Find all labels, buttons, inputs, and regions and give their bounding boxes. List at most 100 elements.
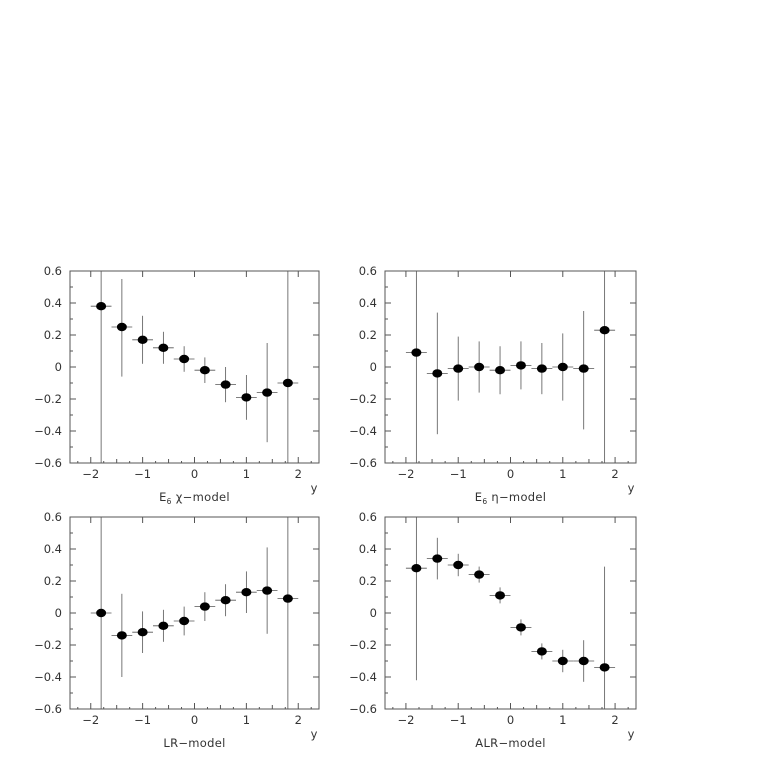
x-axis-label: y — [311, 727, 318, 741]
data-point — [96, 608, 107, 618]
caption-main: E — [159, 490, 167, 504]
x-tick-label: −2 — [397, 467, 414, 481]
data-point — [557, 656, 568, 666]
panel-caption: LR−model — [163, 736, 225, 750]
plot-frame — [384, 270, 637, 464]
panel-caption: E6 χ−model — [159, 490, 230, 506]
y-tick-label: 0.6 — [44, 264, 62, 278]
y-tick-label: −0.2 — [34, 392, 62, 406]
data-point — [262, 586, 273, 595]
x-tick-label: 0 — [191, 713, 198, 727]
data-point — [116, 631, 127, 640]
x-tick-label: 2 — [295, 467, 302, 481]
panel-lr-model: 0.6 0.4 0.2 0 −0.2 −0.4 −0.6 −2 −1 0 1 2y LR−model — [34, 510, 320, 750]
y-tick-label: −0.4 — [349, 424, 377, 438]
y-tick-label: 0.4 — [359, 296, 377, 310]
caption-rest: −model — [499, 490, 546, 504]
x-tick-label: 2 — [611, 467, 618, 481]
data-point — [137, 628, 148, 637]
data-point — [220, 380, 231, 389]
caption-main: E — [475, 490, 483, 504]
x-tick-label: 1 — [559, 713, 566, 727]
x-tick-label: 0 — [191, 467, 198, 481]
x-tick-label: 2 — [611, 713, 618, 727]
data-point — [137, 335, 148, 344]
caption-symbol: χ — [176, 490, 183, 504]
y-tick-label: 0.4 — [44, 542, 62, 556]
data-point — [578, 656, 589, 666]
data-point — [262, 388, 273, 397]
data-point — [220, 596, 231, 605]
y-tick-label: −0.2 — [349, 638, 377, 652]
x-tick-label: −1 — [450, 713, 467, 727]
data-point — [282, 594, 293, 603]
data-point — [432, 554, 443, 563]
data-point — [599, 663, 610, 672]
x-tick-label: 0 — [507, 713, 514, 727]
x-tick-label: −2 — [397, 713, 414, 727]
x-tick-label: 1 — [243, 713, 250, 727]
data-point — [116, 322, 127, 332]
plot-frame — [69, 270, 320, 464]
y-tick-label: 0.6 — [359, 510, 377, 524]
data-point — [495, 591, 506, 600]
x-tick-label: 2 — [295, 713, 302, 727]
data-point — [96, 302, 107, 311]
y-tick-label: −0.6 — [349, 702, 377, 716]
y-tick-label: 0.4 — [44, 296, 62, 310]
y-tick-label: −0.4 — [349, 670, 377, 684]
x-tick-label: −1 — [134, 713, 151, 727]
y-tick-label: 0 — [370, 606, 377, 620]
panel-alr-model: 0.6 0.4 0.2 0 −0.2 −0.4 −0.6 −2 −1 0 1 2y ALR−model — [349, 510, 637, 750]
x-tick-label: −2 — [82, 467, 99, 481]
data-point — [495, 366, 506, 375]
y-tick-label: −0.2 — [34, 638, 62, 652]
data-point — [432, 369, 443, 378]
panel-caption: E6 η−model — [475, 490, 547, 506]
y-tick-label: 0.2 — [359, 574, 377, 588]
data-point — [557, 362, 568, 372]
data-point — [241, 588, 252, 597]
data-point — [515, 361, 526, 370]
panel-eta-model: 0.6 0.4 0.2 0 −0.2 −0.4 −0.6 −2 −1 0 1 2y E6 η−model — [349, 264, 637, 506]
data-point — [282, 378, 293, 388]
data-point — [158, 343, 169, 352]
data-point — [411, 564, 422, 573]
data-point — [536, 364, 547, 373]
y-tick-label: −0.2 — [349, 392, 377, 406]
data-point — [453, 560, 464, 570]
x-tick-label: 1 — [243, 467, 250, 481]
caption-symbol: η — [491, 490, 499, 504]
y-tick-label: 0.2 — [44, 574, 62, 588]
y-tick-label: 0.4 — [359, 542, 377, 556]
data-point — [474, 362, 485, 372]
data-point — [453, 364, 464, 373]
y-tick-label: 0.6 — [359, 264, 377, 278]
x-tick-label: −1 — [134, 467, 151, 481]
data-point — [599, 326, 610, 335]
y-tick-label: 0.6 — [44, 510, 62, 524]
x-tick-label: 0 — [507, 467, 514, 481]
caption-rest: −model — [183, 490, 230, 504]
y-tick-label: −0.6 — [34, 702, 62, 716]
y-tick-label: 0 — [55, 606, 62, 620]
y-tick-label: 0.2 — [44, 328, 62, 342]
data-point — [179, 616, 190, 626]
panel-caption: ALR−model — [475, 736, 545, 750]
data-point — [578, 364, 589, 373]
x-tick-label: −2 — [82, 713, 99, 727]
y-tick-label: −0.4 — [34, 670, 62, 684]
data-point — [158, 621, 169, 630]
y-tick-label: −0.4 — [34, 424, 62, 438]
x-axis-label: y — [628, 481, 635, 495]
x-tick-label: −1 — [450, 467, 467, 481]
x-axis-label: y — [311, 481, 318, 495]
data-point — [199, 602, 210, 611]
x-tick-label: 1 — [559, 467, 566, 481]
panel-chi-model: 0.6 0.4 0.2 0 −0.2 −0.4 −0.6 −2 −1 0 1 2y E6 χ−model — [34, 264, 320, 506]
data-point — [536, 647, 547, 656]
data-point — [474, 570, 485, 579]
data-point — [241, 393, 252, 402]
data-point — [199, 366, 210, 375]
